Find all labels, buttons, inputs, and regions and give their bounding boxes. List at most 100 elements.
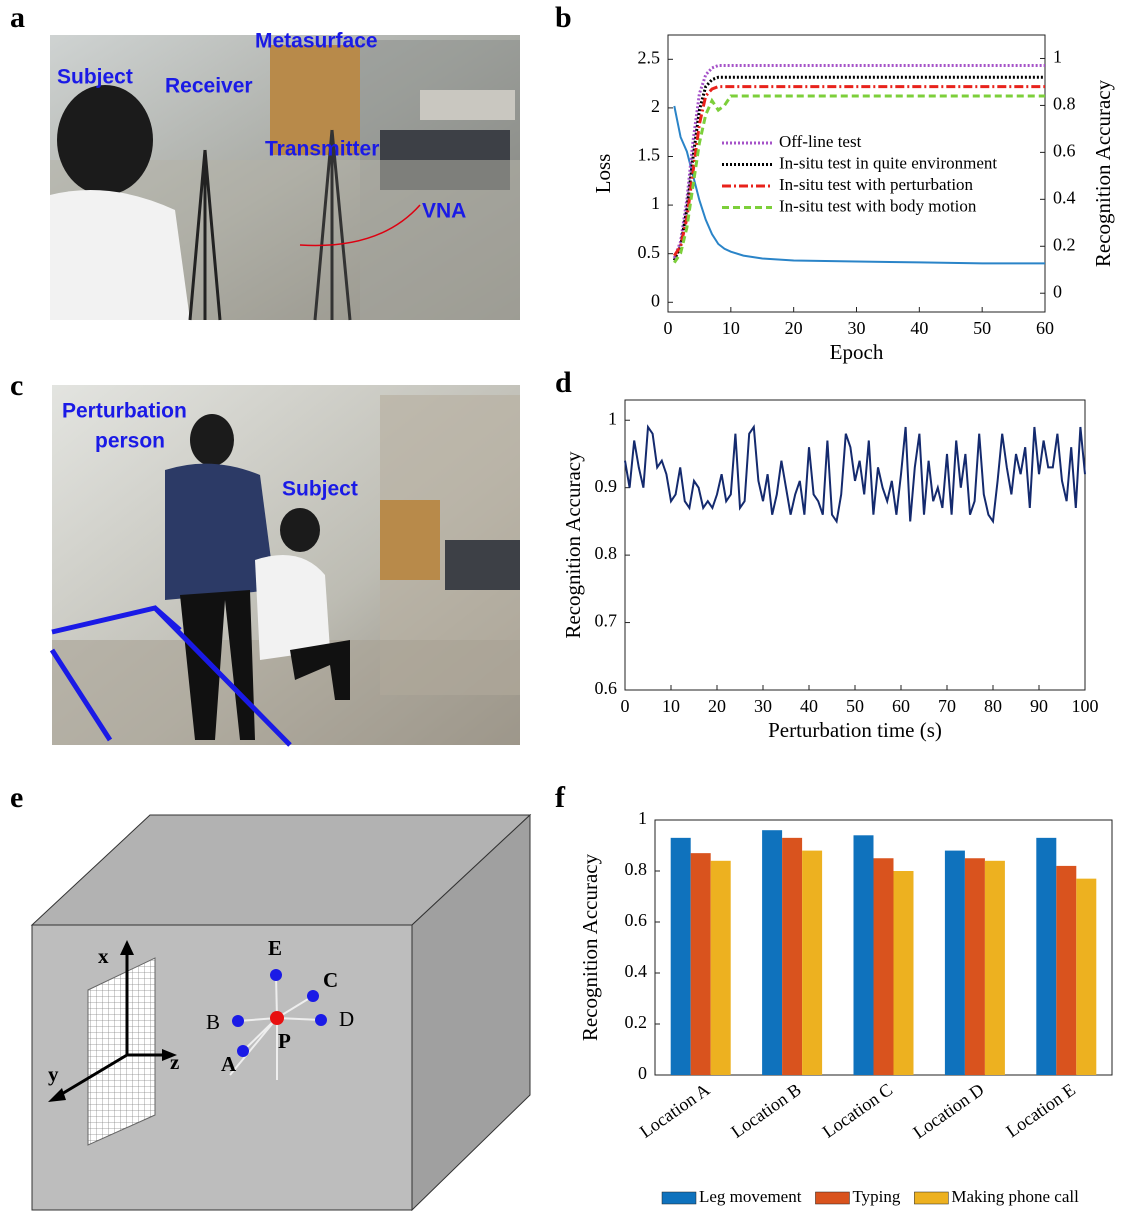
bar [690,853,711,1075]
bar [944,850,965,1075]
x-axis-title: Perturbation time (s) [768,718,942,742]
plot-frame [667,34,1046,313]
photo [49,385,520,747]
x-tick-label: 60 [892,696,910,716]
x-tick-label: 0 [664,318,673,338]
x-tick-label: 0 [621,696,630,716]
bar [853,835,874,1075]
bar [1076,878,1097,1075]
y-axis-title: Loss [591,154,615,194]
y-tick-label: 0.9 [595,476,618,496]
legend-label: Leg movement [699,1187,802,1206]
x-tick-label: Location B [727,1079,804,1142]
y-axis-title: Recognition Accuracy [561,451,585,639]
photo-label: Subject [282,478,358,501]
y2-tick-label: 0.4 [1053,187,1076,207]
x-tick-label: 70 [938,696,956,716]
line [672,64,1045,259]
legend-label: Off-line test [779,132,862,151]
legend-label: In-situ test with perturbation [779,175,974,194]
y-tick-label: 0 [638,1063,647,1083]
y2-axis-title: Recognition Accuracy [1091,79,1115,267]
x-tick-label: Location A [636,1079,713,1142]
legend-label: In-situ test in quite environment [779,153,997,172]
y-tick-label: 2.5 [638,47,661,67]
line [673,94,1045,264]
photo-label: Perturbation [62,400,187,423]
photo-label: person [95,430,165,453]
y-tick-label: 0.8 [595,543,618,563]
x-tick-label: Location C [819,1079,896,1142]
x-tick-label: 10 [722,318,740,338]
y-tick-label: 0.8 [625,859,648,879]
photo [50,35,520,321]
y-tick-label: 2 [651,96,660,116]
panel-letter: f [555,781,566,814]
line [624,424,1086,525]
y-axis-title: Recognition Accuracy [578,853,602,1041]
y-tick-label: 0.5 [638,242,661,262]
panel-letter: d [555,366,572,399]
bar [873,858,894,1075]
bar [762,830,783,1075]
y2-tick-label: 1 [1053,47,1062,67]
panel-letter: c [10,369,23,402]
y-tick-label: 0.4 [625,961,648,981]
axis-label: x [98,944,109,968]
photo-label: VNA [422,200,466,223]
photo-label: Receiver [165,75,253,98]
y-tick-label: 0.7 [595,611,618,631]
point-label: A [221,1052,237,1076]
point-label: D [339,1007,354,1031]
x-tick-label: 20 [785,318,803,338]
axis-label: y [48,1062,59,1086]
panel-letter: e [10,781,23,814]
photo-label: Metasurface [255,30,378,53]
y-tick-label: 0.6 [625,910,648,930]
diagram-box [30,813,532,1211]
x-tick-label: 60 [1036,318,1054,338]
bar [670,837,691,1075]
y-tick-label: 1 [638,808,647,828]
panel-letter: b [555,1,572,34]
bar [1036,837,1057,1075]
photo-label: Subject [57,66,133,89]
point-label: P [278,1029,291,1053]
legend-swatch [815,1191,850,1205]
x-tick-label: 50 [846,696,864,716]
x-tick-label: 40 [800,696,818,716]
x-tick-label: 20 [708,696,726,716]
x-tick-label: 10 [662,696,680,716]
y-tick-label: 0.6 [595,678,618,698]
bar [964,858,985,1075]
x-tick-label: 30 [754,696,772,716]
x-tick-label: 90 [1030,696,1048,716]
x-tick-label: 40 [910,318,928,338]
axis-label: z [170,1050,179,1074]
y2-tick-label: 0.2 [1053,234,1076,254]
x-tick-label: 50 [973,318,991,338]
x-tick-label: 80 [984,696,1002,716]
plot-frame [624,399,1086,691]
bar [1056,865,1077,1075]
x-tick-label: Location D [909,1079,987,1142]
point-label: E [268,936,282,960]
y2-tick-label: 0.6 [1053,140,1076,160]
y-tick-label: 0 [651,290,660,310]
legend-label: Typing [852,1187,900,1206]
line [673,85,1045,257]
legend-label: Making phone call [951,1187,1079,1206]
y2-tick-label: 0 [1053,281,1062,301]
x-tick-label: 30 [848,318,866,338]
point-label: C [323,968,338,992]
bar [710,860,731,1075]
bar [984,860,1005,1075]
y-tick-label: 1.5 [638,145,661,165]
line [672,75,1045,262]
x-axis-title: Epoch [830,340,884,364]
panel-letter: a [10,1,25,34]
point-label: B [206,1010,220,1034]
x-tick-label: 100 [1072,696,1099,716]
bar [802,850,823,1075]
